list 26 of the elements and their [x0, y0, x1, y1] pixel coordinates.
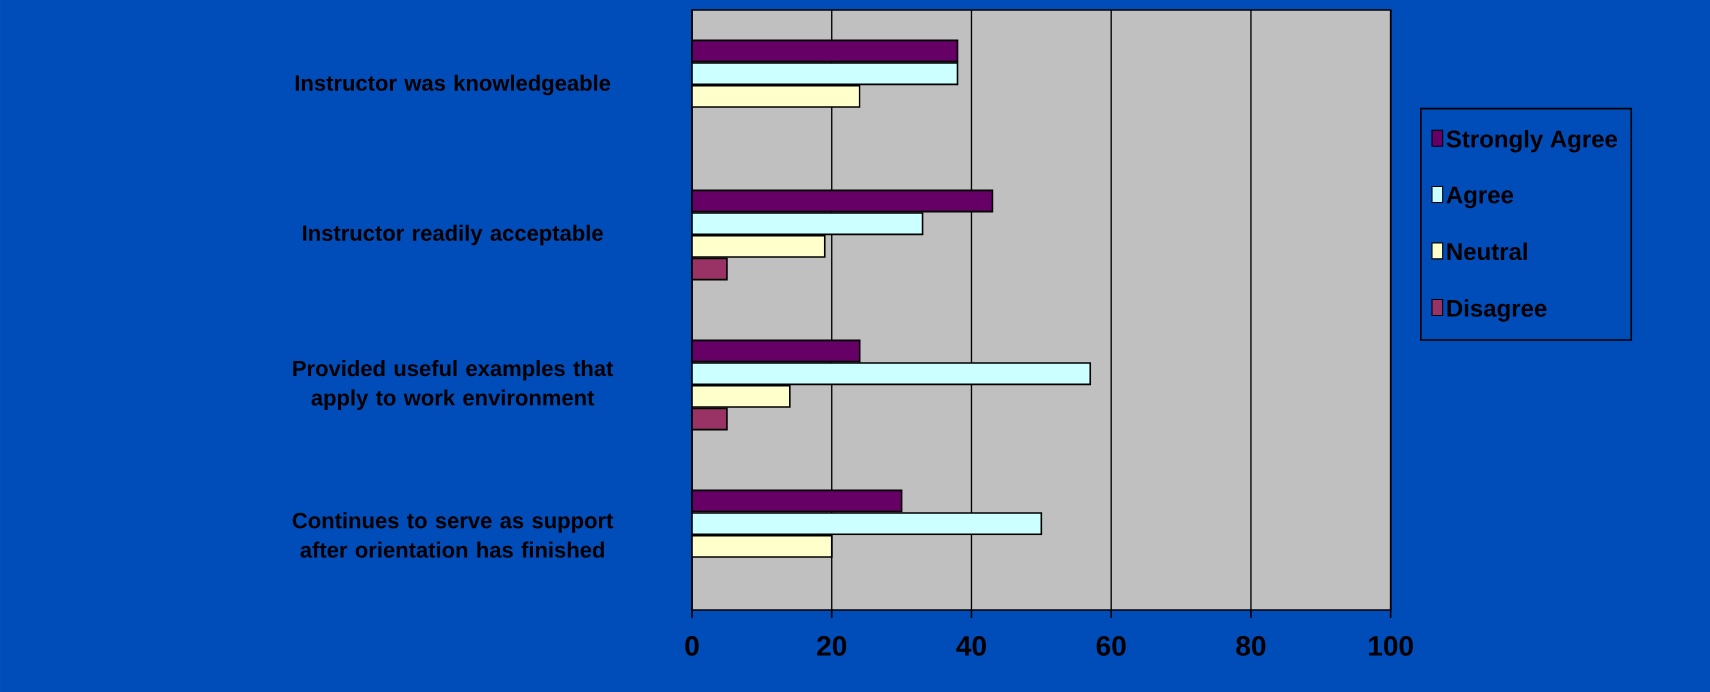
y-tick-label: Provided useful examples that apply to work environment — [293, 360, 614, 410]
x-tick-label: 80 — [1236, 636, 1266, 656]
y-tick-label: Instructor readily acceptable — [303, 224, 603, 246]
legend-label: Agree — [1446, 186, 1514, 209]
bar — [692, 489, 903, 513]
bar — [692, 339, 861, 363]
x-tick-label: 100 — [1369, 636, 1413, 656]
legend-label: Strongly Agree — [1446, 129, 1618, 153]
x-tick-label: 20 — [817, 636, 847, 656]
bar — [692, 62, 959, 86]
bar — [692, 384, 791, 408]
y-tick-label: Continues to serve as support after orientation has finished — [292, 512, 614, 558]
legend-label: Disagree — [1447, 299, 1547, 322]
y-tick-label: Instructor was knowledgeable — [295, 74, 611, 96]
bar — [692, 234, 826, 258]
bar — [692, 512, 1043, 536]
bar — [692, 534, 833, 558]
bar — [692, 362, 1092, 386]
bar — [692, 212, 924, 236]
x-tick-label: 0 — [685, 636, 699, 656]
bar — [692, 189, 994, 213]
x-tick-label: 40 — [956, 636, 986, 656]
legend-label: Neutral — [1447, 242, 1527, 261]
x-tick-label: 60 — [1096, 636, 1126, 656]
bar — [692, 84, 861, 108]
bar — [692, 39, 959, 63]
